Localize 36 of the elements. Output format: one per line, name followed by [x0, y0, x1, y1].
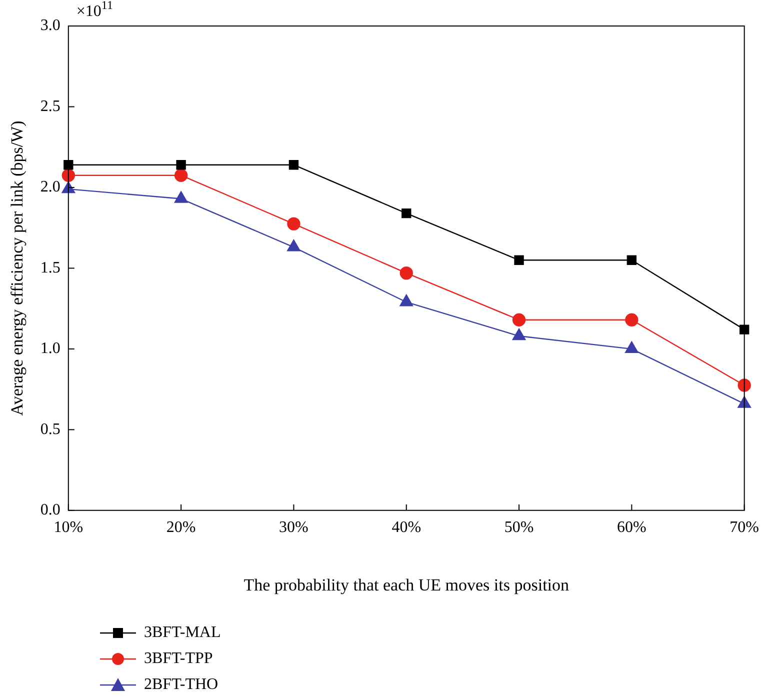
x-tick-label: 30%: [279, 519, 308, 536]
y-tick-label: 3.0: [40, 17, 60, 34]
point: [400, 294, 414, 306]
point: [514, 255, 524, 265]
point: [625, 313, 638, 326]
legend-label: 3BFT-TPP: [144, 650, 213, 668]
point: [176, 160, 186, 170]
y-tick-label: 2.5: [40, 98, 60, 115]
y-tick-label: 1.5: [40, 259, 60, 276]
point: [402, 208, 412, 218]
x-tick-label: 20%: [166, 519, 196, 536]
y-tick-label: 1.0: [40, 340, 60, 358]
y-tick-label: 2.0: [40, 178, 60, 196]
point: [174, 168, 188, 182]
point: [287, 217, 300, 230]
point: [512, 313, 526, 326]
x-tick-label: 40%: [392, 519, 422, 536]
point: [62, 168, 75, 182]
x-tick-label: 60%: [617, 519, 646, 536]
point: [287, 240, 300, 252]
x-tick-label: 10%: [54, 519, 84, 536]
point: [739, 324, 750, 334]
point: [738, 378, 751, 392]
x-tick-label: 70%: [730, 519, 759, 536]
legend-label: 2BFT-THO: [144, 676, 218, 694]
point: [400, 266, 413, 280]
x-axis-title: The probability that each UE moves its position: [244, 575, 570, 594]
point: [288, 160, 299, 170]
point: [626, 255, 637, 265]
point: [625, 341, 638, 354]
point: [512, 328, 526, 340]
x-tick-label: 50%: [504, 519, 534, 536]
y-tick-label: 0.5: [40, 420, 60, 438]
y-axis-title: Average energy efficiency per link (bps/W): [8, 120, 27, 416]
legend-label: 3BFT-MAL: [144, 624, 221, 642]
y-tick-label: 0.0: [40, 502, 60, 519]
